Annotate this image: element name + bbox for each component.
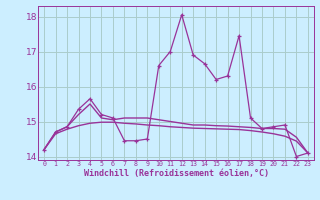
X-axis label: Windchill (Refroidissement éolien,°C): Windchill (Refroidissement éolien,°C) [84, 169, 268, 178]
